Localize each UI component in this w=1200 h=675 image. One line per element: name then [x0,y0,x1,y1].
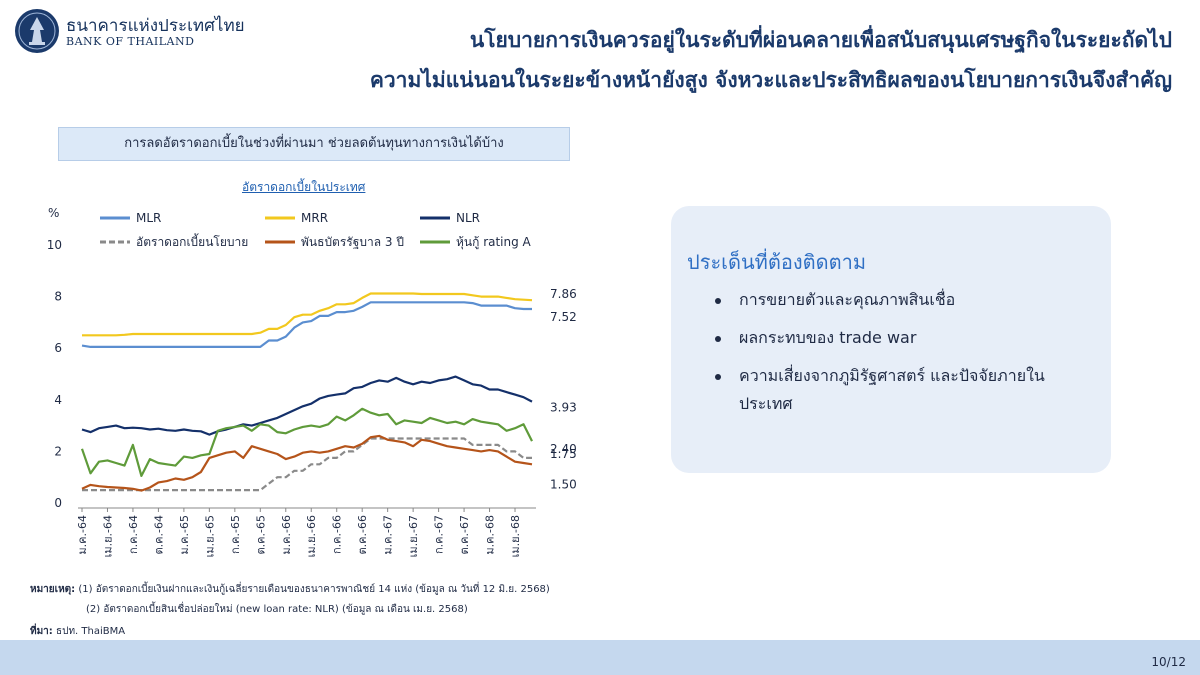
x-tick-label: เม.ย.-65 [203,515,216,557]
x-tick-label: ต.ค.-64 [152,515,165,554]
series-end-label: 1.75 [550,447,577,461]
series-end-label: 7.52 [550,310,577,324]
footer-bar: 10/12 [0,640,1200,675]
x-tick-label: ก.ค.-66 [331,515,344,554]
x-tick-label: เม.ย.-64 [101,515,114,557]
series-line [81,375,533,436]
x-tick-label: ต.ค.-67 [458,515,471,554]
legend-label: NLR [456,211,480,225]
footnote-2: (2) อัตราดอกเบี้ยสินเชื่อปล่อยใหม่ (new … [86,604,468,615]
series-line [81,301,532,348]
y-tick-label: 2 [54,444,62,458]
x-tick-label: เม.ย.-67 [407,515,420,557]
series-end-label: 1.50 [550,477,577,491]
bullet-icon [715,336,721,342]
y-tick-label: 0 [54,496,62,510]
legend-label: พันธบัตรรัฐบาล 3 ปี [301,235,404,249]
watch-points-list: การขยายตัวและคุณภาพสินเชื่อ ผลกระทบของ t… [715,286,1095,428]
y-axis-unit: % [48,206,59,220]
y-tick-label: 6 [54,341,62,355]
x-tick-label: ต.ค.-66 [356,515,369,554]
x-tick-label: ม.ค.-67 [382,515,395,555]
series-line [82,437,532,492]
series-line [82,292,533,337]
brand-name-thai: ธนาคารแห่งประเทศไทย [66,16,245,36]
chart-title: อัตราดอกเบี้ยในประเทศ [242,180,366,194]
x-tick-label: ม.ค.-68 [484,515,497,555]
bullet-icon [715,298,721,304]
page-number: 10/12 [1151,655,1186,669]
slide-title-line-2: ความไม่แน่นอนในระยะข้างหน้ายังสูง จังหวะ… [369,68,1172,92]
legend-label: MRR [301,211,328,225]
brand-name-english: BANK OF THAILAND [66,35,195,48]
x-tick-label: เม.ย.-66 [305,515,318,557]
x-tick-label: ก.ค.-64 [127,515,140,554]
series-line [80,407,533,477]
y-tick-label: 4 [54,393,62,407]
watch-point-item: ความเสี่ยงจากภูมิรัฐศาสตร์ และปัจจัยภายใ… [715,362,1095,418]
interest-rate-chart: % 0 2 4 6 8 10 ม.ค.-64 เม.ย.-64 ก.ค.-64 ต.ค.-64 ม.ค… [47,206,577,557]
x-tick-label: เม.ย.-68 [509,515,522,557]
series-end-label: 7.86 [550,287,577,301]
series-end-label: 2.40 [550,442,577,456]
bank-seal-logo [15,9,59,53]
x-tick-label: ต.ค.-65 [254,515,267,554]
slide-title-line-1: นโยบายการเงินควรอยู่ในระดับที่ผ่อนคลายเพ… [469,28,1172,52]
footnote-1: หมายเหตุ: (1) อัตราดอกเบี้ยเงินฝากและเงิ… [30,584,550,595]
x-tick-label: ก.ค.-65 [229,515,242,554]
bullet-icon [715,374,721,380]
y-tick-label: 8 [54,290,62,304]
series-end-label: 3.93 [550,401,577,415]
watch-point-item: การขยายตัวและคุณภาพสินเชื่อ [715,286,1095,314]
watch-points-heading: ประเด็นที่ต้องติดตาม [687,250,867,274]
source-note: ที่มา: ธปท. ThaiBMA [30,626,126,637]
chart-caption-box: การลดอัตราดอกเบี้ยในช่วงที่ผ่านมา ช่วยลด… [58,127,570,161]
legend-label: หุ้นกู้ rating A [456,235,532,250]
x-tick-label: ก.ค.-67 [433,515,446,554]
legend-label: MLR [136,211,161,225]
x-tick-label: ม.ค.-65 [178,515,191,555]
watch-points-panel: ประเด็นที่ต้องติดตาม การขยายตัวและคุณภาพ… [671,206,1111,473]
x-tick-label: ม.ค.-64 [76,515,89,555]
x-tick-label: ม.ค.-66 [280,515,293,555]
series-line [81,434,533,492]
legend-label: อัตราดอกเบี้ยนโยบาย [136,233,248,249]
watch-point-item: ผลกระทบของ trade war [715,324,1095,352]
y-tick-label: 10 [47,238,62,252]
